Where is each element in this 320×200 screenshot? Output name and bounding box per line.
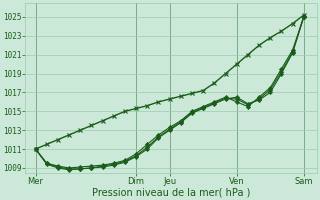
X-axis label: Pression niveau de la mer( hPa ): Pression niveau de la mer( hPa ) [92,187,251,197]
